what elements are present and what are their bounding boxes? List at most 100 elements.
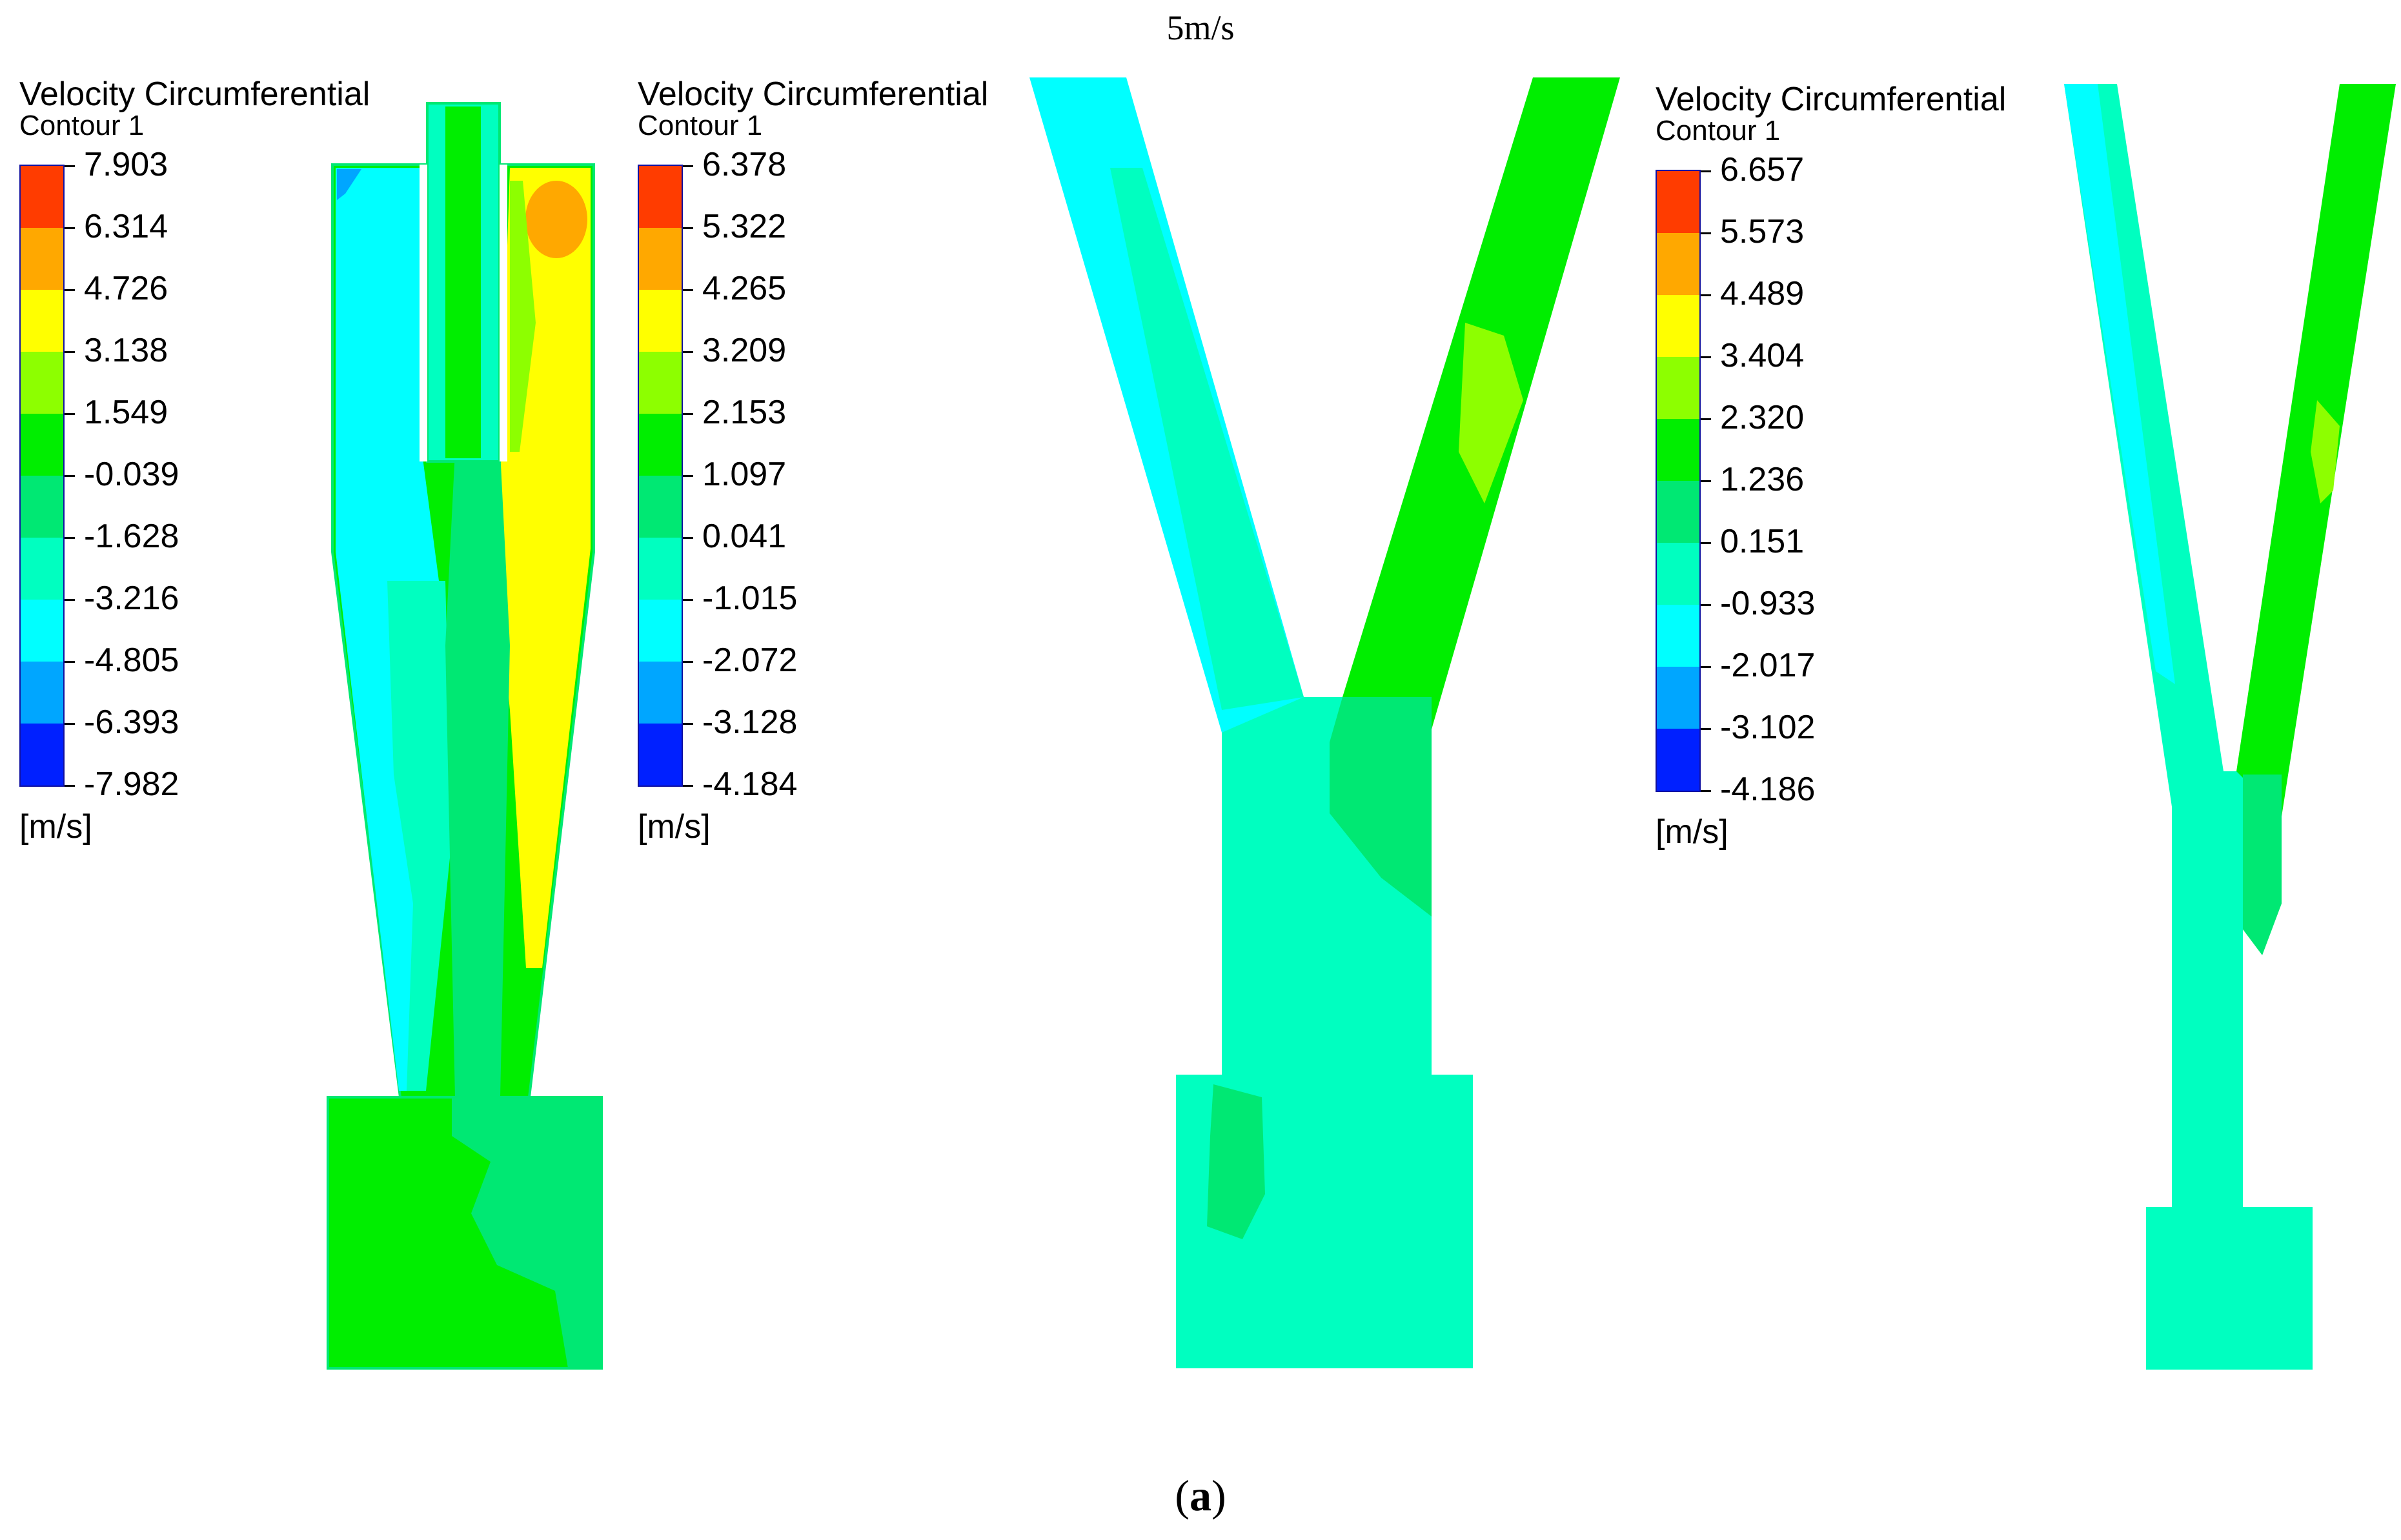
- color-legend-1: Velocity Circumferential Contour 1 7.903 6.…: [19, 77, 432, 865]
- legend-tick-label: 6.657: [1720, 151, 1805, 188]
- legend-swatch: [1657, 295, 1699, 357]
- legend-tick: [683, 227, 693, 229]
- legend-tick-label: -7.982: [84, 765, 179, 803]
- legend-colorbar: [1656, 170, 1701, 792]
- legend-tick: [65, 475, 75, 477]
- legend-swatch: [1657, 729, 1699, 791]
- color-legend-3: Velocity Circumferential Contour 1 6.657 5.…: [1656, 83, 2069, 870]
- legend-swatch: [639, 600, 682, 662]
- cyclone-contour: [327, 102, 603, 1370]
- legend-swatch: [21, 600, 63, 662]
- cyclone-gap-right: [500, 165, 507, 461]
- legend-tick-label: 0.151: [1720, 523, 1805, 560]
- legend-tick: [65, 165, 75, 167]
- legend-tick: [65, 723, 75, 725]
- legend-tick-label: 6.314: [84, 208, 168, 245]
- legend-tick-label: -1.015: [702, 580, 798, 617]
- legend-tick-label: 3.138: [84, 332, 168, 369]
- legend-colorbar: [19, 165, 65, 787]
- legend-tick: [1701, 232, 1711, 234]
- legend-tick: [1701, 170, 1711, 172]
- legend-tick-label: -3.102: [1720, 709, 1816, 746]
- legend-colorbar: [638, 165, 683, 787]
- legend-tick-label: -6.393: [84, 704, 179, 741]
- legend-tick: [1701, 356, 1711, 358]
- legend-subtitle: Contour 1: [19, 110, 145, 141]
- legend-tick-label: -4.805: [84, 642, 179, 679]
- legend-tick: [1701, 294, 1711, 296]
- legend-swatch: [21, 166, 63, 228]
- cyclone-right-green-edge: [510, 181, 536, 452]
- legend-tick: [65, 661, 75, 663]
- legend-tick: [683, 289, 693, 291]
- legend-tick: [683, 475, 693, 477]
- legend-tick-label: 1.097: [702, 456, 787, 493]
- legend-tick-label: 4.489: [1720, 275, 1805, 312]
- y-small-right-arm-lime: [2311, 400, 2340, 503]
- legend-tick: [1701, 728, 1711, 730]
- legend-title: Velocity Circumferential: [1656, 81, 2007, 118]
- legend-tick: [65, 289, 75, 291]
- legend-tick: [683, 351, 693, 353]
- legend-tick-label: -2.017: [1720, 647, 1816, 684]
- legend-tick: [1701, 790, 1711, 792]
- legend-subtitle: Contour 1: [638, 110, 763, 141]
- legend-swatch: [21, 724, 63, 785]
- legend-swatch: [639, 662, 682, 724]
- legend-swatch: [1657, 543, 1699, 605]
- legend-tick: [65, 227, 75, 229]
- y-large-bottom-green-patch: [1207, 1084, 1265, 1239]
- legend-tick-label: -4.186: [1720, 771, 1816, 808]
- legend-swatch: [639, 538, 682, 600]
- legend-unit: [m/s]: [19, 808, 92, 846]
- legend-swatch: [21, 228, 63, 290]
- legend-swatch: [1657, 233, 1699, 295]
- legend-swatch: [1657, 419, 1699, 481]
- legend-swatch: [639, 290, 682, 352]
- legend-tick: [683, 537, 693, 539]
- cyclone-orange-spot: [525, 181, 587, 258]
- cyclone-gap-left: [420, 165, 427, 461]
- caption-letter: a: [1190, 1471, 1211, 1520]
- legend-swatch: [639, 166, 682, 228]
- legend-unit: [m/s]: [638, 808, 711, 846]
- y-small-bottom-box: [2146, 1207, 2313, 1370]
- legend-swatch: [21, 352, 63, 414]
- legend-swatch: [639, 476, 682, 538]
- legend-tick-label: -3.216: [84, 580, 179, 617]
- legend-tick-label: 5.573: [1720, 213, 1805, 250]
- legend-tick: [65, 351, 75, 353]
- cyclone-core-column: [445, 452, 510, 1097]
- legend-swatch: [639, 414, 682, 476]
- cyclone-left-aqua-band: [387, 581, 452, 1091]
- legend-tick: [1701, 604, 1711, 606]
- legend-tick-label: 2.320: [1720, 399, 1805, 436]
- legend-tick: [65, 413, 75, 415]
- legend-swatch: [21, 414, 63, 476]
- legend-swatch: [21, 538, 63, 600]
- y-large-left-arm-aqua: [1110, 168, 1304, 710]
- legend-tick-label: 4.726: [84, 270, 168, 307]
- legend-tick: [1701, 542, 1711, 544]
- legend-tick-label: 6.378: [702, 146, 787, 183]
- cyclone-corner-blue: [337, 169, 361, 200]
- legend-tick: [683, 599, 693, 601]
- legend-tick-label: -3.128: [702, 704, 798, 741]
- legend-tick: [683, 165, 693, 167]
- legend-tick: [65, 785, 75, 787]
- legend-tick: [1701, 666, 1711, 668]
- legend-swatch: [21, 662, 63, 724]
- legend-tick-label: 0.041: [702, 518, 787, 555]
- legend-swatch: [639, 228, 682, 290]
- legend-tick-label: -2.072: [702, 642, 798, 679]
- legend-tick: [65, 599, 75, 601]
- legend-swatch: [639, 724, 682, 785]
- legend-tick-label: 3.404: [1720, 337, 1805, 374]
- legend-swatch: [21, 290, 63, 352]
- legend-swatch: [1657, 667, 1699, 729]
- legend-tick: [1701, 418, 1711, 420]
- figure-title: 5m/s: [1166, 8, 1235, 47]
- y-small-left-arm-cyan: [2064, 84, 2175, 684]
- legend-tick-label: -0.039: [84, 456, 179, 493]
- y-large-right-arm-lightgreen: [1330, 697, 1432, 917]
